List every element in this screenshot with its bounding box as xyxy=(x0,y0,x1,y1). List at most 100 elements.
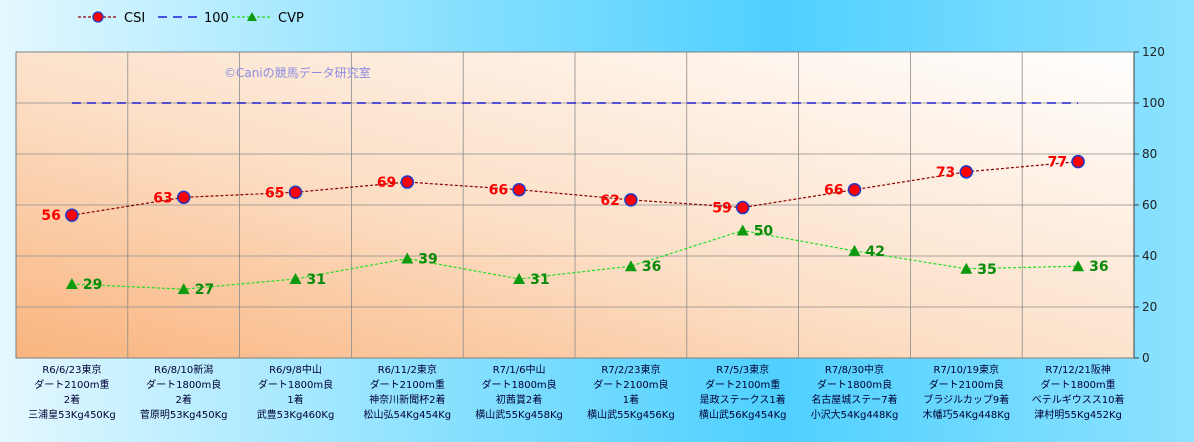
x-tick-label: ダート2100m重 xyxy=(705,378,780,391)
x-tick-label: R7/2/23東京 xyxy=(601,363,660,376)
legend-label-CSI: CSI xyxy=(124,11,145,26)
y-tick-label: 20 xyxy=(1142,300,1157,314)
point-CSI xyxy=(65,208,79,222)
x-tick-label: R6/9/8中山 xyxy=(269,363,322,376)
data-label-CVP: 42 xyxy=(866,244,885,260)
point-CSI xyxy=(959,165,974,179)
point-CVP xyxy=(177,283,190,295)
point-CVP xyxy=(1072,260,1085,272)
point-CSI xyxy=(847,182,862,197)
y-tick-label: 40 xyxy=(1142,249,1157,263)
x-tick-label: 1着 xyxy=(287,393,303,406)
y-tick-label: 60 xyxy=(1142,198,1157,212)
x-tick-label: 松山弘54Kg454Kg xyxy=(363,408,451,421)
data-label-CVP: 36 xyxy=(1089,259,1108,275)
data-label-CSI: 77 xyxy=(1048,155,1067,171)
y-axis: 0 20 40 60 80 100 120 xyxy=(1133,45,1165,365)
series-line-CVP xyxy=(71,229,1079,290)
point-CSI xyxy=(512,182,526,197)
x-tick-label: R6/11/2東京 xyxy=(378,363,437,376)
data-label-CVP: 29 xyxy=(83,277,102,293)
x-tick-label: ダート1800m良 xyxy=(258,378,333,391)
x-tick-label: 名古屋城ステー7着 xyxy=(811,393,897,406)
x-tick-label: ダート2100m良 xyxy=(593,378,668,391)
point-CSI xyxy=(176,190,191,205)
x-tick-label: 津村明55Kg452Kg xyxy=(1034,408,1122,421)
data-label-CVP: 31 xyxy=(530,272,549,288)
x-tick-label: R7/1/6中山 xyxy=(493,363,546,376)
data-label-CSI: 66 xyxy=(489,183,508,199)
data-label-CVP: 39 xyxy=(418,252,437,268)
x-tick-label: ダート2100m重 xyxy=(34,378,109,391)
x-tick-label: ブラジルカップ9着 xyxy=(923,393,1009,406)
x-tick-label: 横山武55Kg456Kg xyxy=(587,408,675,421)
legend-label-CVP: CVP xyxy=(278,11,304,26)
legend-marker-CVP xyxy=(247,12,257,21)
point-CSI xyxy=(400,175,415,189)
x-tick-label: 三浦皇53Kg450Kg xyxy=(28,408,116,421)
point-CVP xyxy=(401,252,414,264)
data-label-CVP: 31 xyxy=(307,272,326,288)
x-tick-label: ダート1800m重 xyxy=(1040,378,1115,391)
point-CVP xyxy=(848,244,861,256)
legend: CSI 100 CVP xyxy=(78,11,304,26)
legend-marker-CSI xyxy=(92,11,104,23)
x-tick-label: R7/8/30中京 xyxy=(825,363,884,376)
x-tick-label: ダート1800m良 xyxy=(817,378,892,391)
point-CSI xyxy=(288,185,303,199)
x-tick-label: 神奈川新聞杯2着 xyxy=(369,393,445,406)
x-tick-label: 横山武56Kg454Kg xyxy=(699,408,787,421)
series-line-CSI xyxy=(71,161,1079,216)
data-label-CSI: 66 xyxy=(824,183,843,199)
data-label-CSI: 56 xyxy=(41,208,60,224)
x-tick-label: 是政ステークス1着 xyxy=(700,393,786,406)
data-label-CSI: 59 xyxy=(712,201,731,217)
x-tick-label: ダート2100m良 xyxy=(929,378,1004,391)
series-group: 56 63 65 69 66 62 59 66 73 77 29 27 31 39 31 36 50 42 35 36 xyxy=(41,102,1109,298)
y-tick-label: 100 xyxy=(1142,96,1165,110)
point-CSI xyxy=(1071,154,1085,169)
x-tick-label: 武豊53Kg460Kg xyxy=(257,408,335,421)
point-CVP xyxy=(65,278,78,290)
y-tick-label: 80 xyxy=(1142,147,1157,161)
x-tick-label: R6/8/10新潟 xyxy=(154,363,213,376)
x-tick-label: 小沢大54Kg448Kg xyxy=(811,408,899,421)
data-label-CSI: 65 xyxy=(265,185,284,201)
y-tick-label: 120 xyxy=(1142,45,1165,59)
x-tick-label: R7/12/21阪神 xyxy=(1045,363,1111,376)
point-CVP xyxy=(289,272,302,284)
x-tick-label: ダート1800m良 xyxy=(146,378,221,391)
point-CVP xyxy=(624,260,637,272)
point-CVP xyxy=(960,262,973,274)
data-label-CVP: 36 xyxy=(642,259,661,275)
x-tick-label: R6/6/23東京 xyxy=(42,363,101,376)
x-tick-label: 木幡巧54Kg448Kg xyxy=(922,408,1010,421)
point-CSI xyxy=(624,193,638,207)
x-tick-label: ダート1800m良 xyxy=(481,378,556,391)
x-tick-label: 2着 xyxy=(64,393,80,406)
data-label-CSI: 63 xyxy=(153,190,172,206)
x-tick-label: 菅原明53Kg450Kg xyxy=(140,409,228,421)
x-tick-label: 横山武55Kg458Kg xyxy=(475,408,563,421)
x-tick-label: 2着 xyxy=(176,393,192,406)
x-tick-label: R7/10/19東京 xyxy=(934,363,1000,376)
data-label-CVP: 27 xyxy=(195,282,214,298)
x-tick-label: ダート2100m重 xyxy=(370,378,445,391)
x-tick-label: R7/5/3東京 xyxy=(716,363,769,376)
point-CVP xyxy=(736,224,749,236)
data-label-CVP: 50 xyxy=(754,224,774,240)
point-CVP xyxy=(513,272,526,284)
x-tick-label: ベテルギウスス10着 xyxy=(1032,393,1125,406)
legend-label-100: 100 xyxy=(204,11,229,26)
y-tick-label: 0 xyxy=(1142,351,1150,365)
data-label-CSI: 69 xyxy=(377,175,396,191)
x-tick-label: 1着 xyxy=(623,393,639,406)
point-CSI xyxy=(735,200,750,215)
data-label-CSI: 62 xyxy=(600,193,619,209)
data-label-CVP: 35 xyxy=(977,262,996,278)
watermark: ©Caniの競馬データ研究室 xyxy=(224,65,371,80)
x-tick-label: 初茜賞2着 xyxy=(496,393,542,406)
